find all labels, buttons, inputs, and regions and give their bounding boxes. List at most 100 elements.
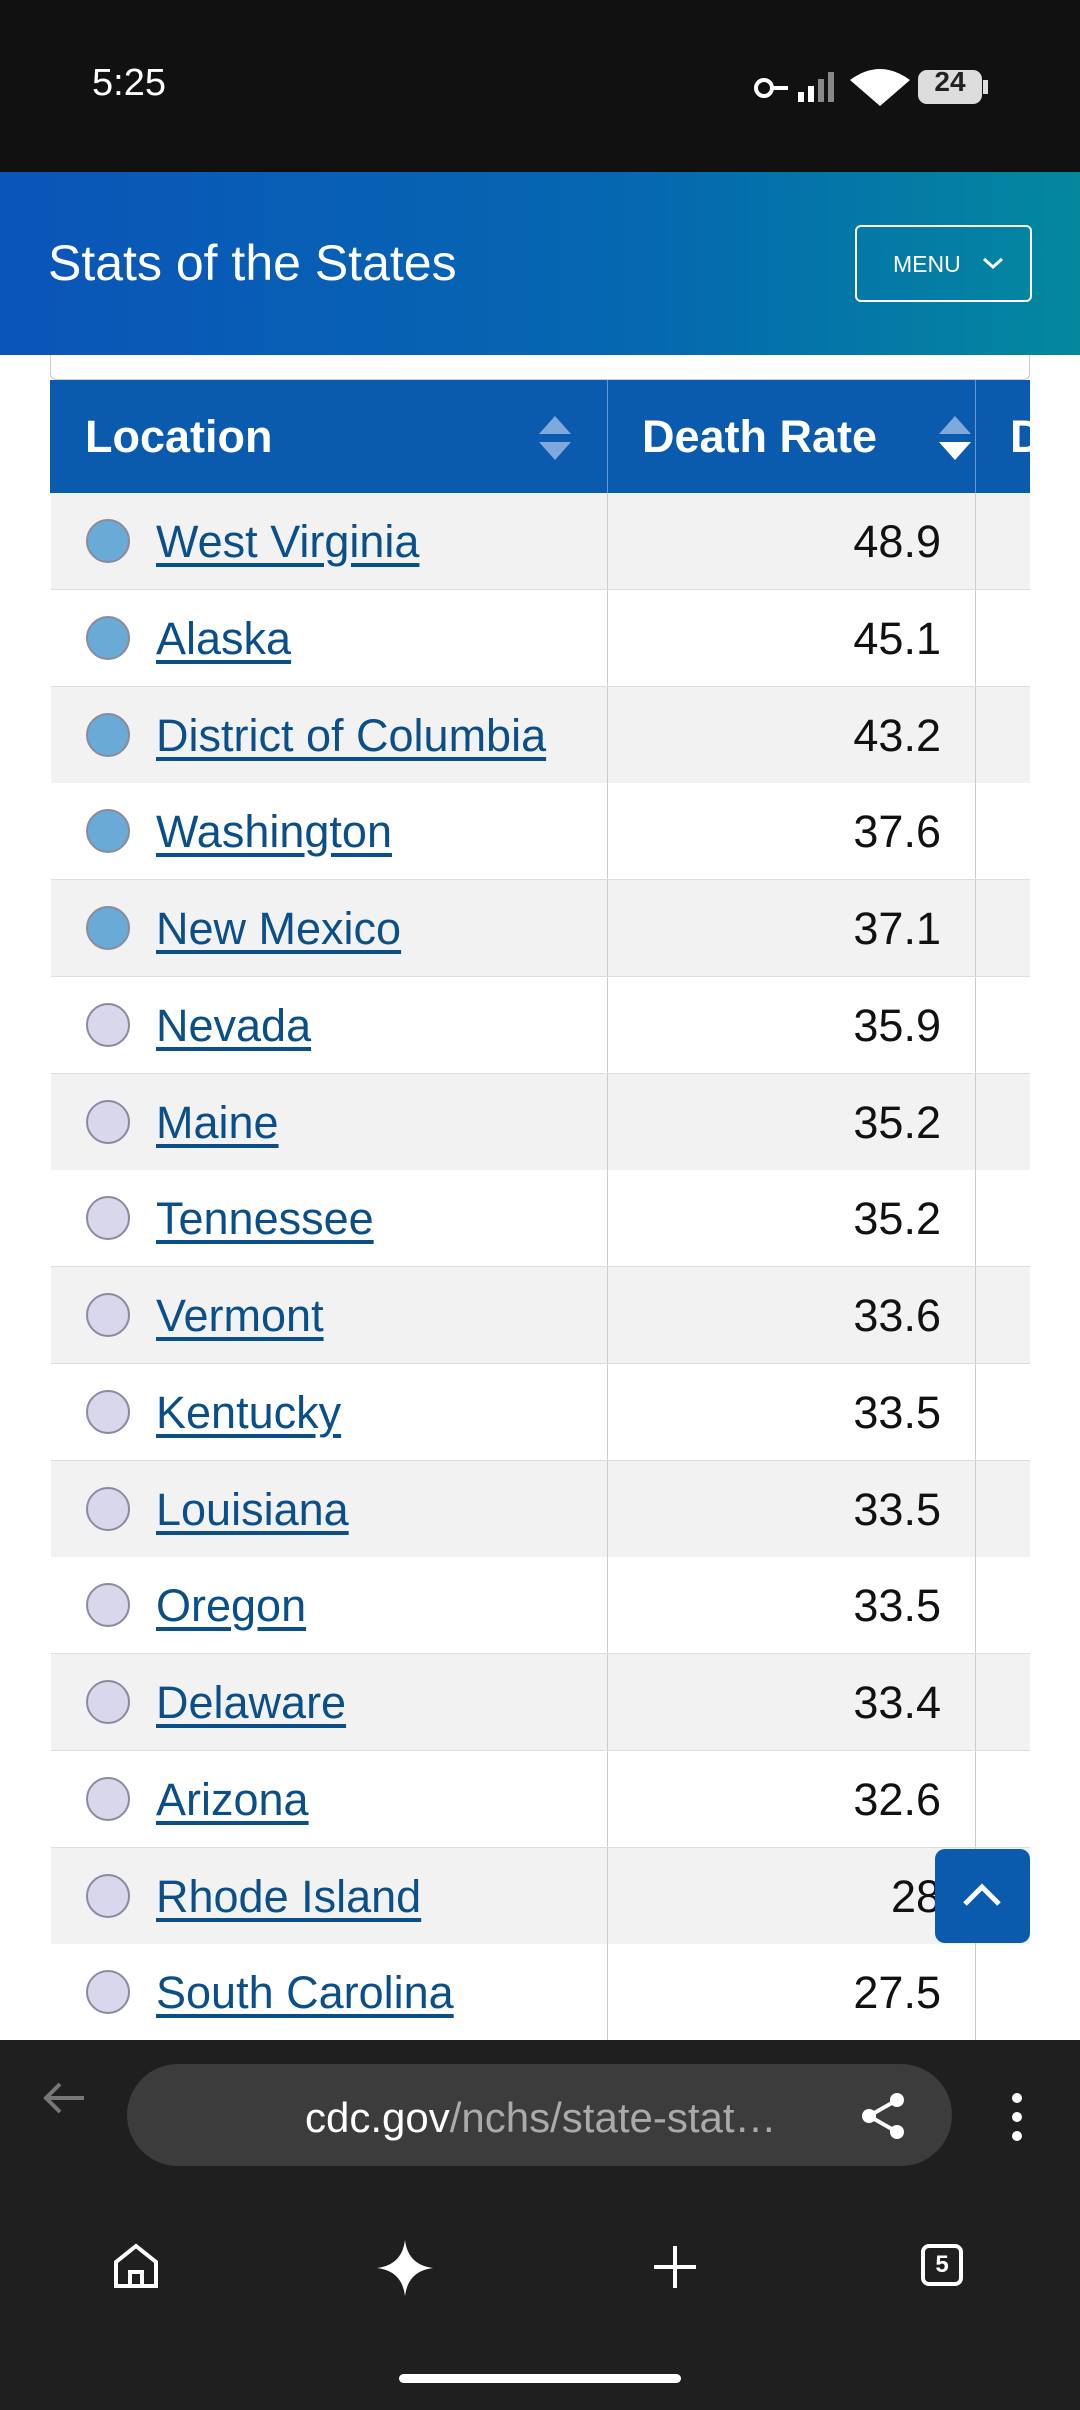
legend-dot (86, 1486, 130, 1531)
site-title[interactable]: Stats of the States (48, 235, 457, 291)
death-rate: 27.5 (853, 1967, 941, 2019)
table-row: Alaska 45.1 (51, 589, 1030, 687)
more-button[interactable] (1006, 2092, 1028, 2142)
legend-dot (86, 1776, 130, 1821)
state-link[interactable]: Washington (156, 806, 392, 858)
death-rate: 37.1 (853, 903, 941, 954)
cell-divider (607, 1460, 608, 1557)
cell-divider (607, 1750, 608, 1847)
state-link[interactable]: South Carolina (156, 1967, 454, 2019)
cell-divider (607, 1557, 608, 1654)
scroll-top-button[interactable] (935, 1849, 1030, 1943)
sort-icon[interactable] (535, 410, 575, 466)
status-icons (754, 69, 988, 106)
chevron (983, 257, 1003, 270)
table-header: Location Death Rate D (50, 380, 1030, 493)
battery-level: 24 (934, 66, 966, 97)
site-header: Stats of the States MENU (0, 172, 1080, 355)
state-link[interactable]: Kentucky (156, 1386, 342, 1438)
cell-divider (607, 1847, 608, 1944)
column-header[interactable]: Death Rate (642, 411, 878, 462)
death-rate: 43.2 (853, 709, 941, 761)
url-bar[interactable]: cdc.gov/nchs/state-stat… (127, 2064, 952, 2166)
state-link[interactable]: Arizona (156, 1773, 309, 1825)
legend-dot (86, 712, 130, 757)
cell-divider (975, 1654, 976, 1750)
cell-divider (607, 1363, 608, 1460)
home-button[interactable] (110, 2240, 162, 2292)
state-link[interactable]: Delaware (156, 1677, 347, 1728)
cell-divider (975, 976, 976, 1073)
time: 5:25 (92, 62, 166, 104)
legend-dot (86, 1002, 130, 1047)
table-row: District of Columbia 43.2 (51, 686, 1030, 784)
sort-icon[interactable] (935, 410, 975, 466)
url-path: /nchs/state-stat… (449, 2094, 777, 2141)
column-header[interactable]: D (1010, 411, 1030, 462)
menu-button[interactable]: MENU (855, 225, 1032, 302)
cell-divider (607, 976, 608, 1073)
state-link[interactable]: District of Columbia (156, 709, 547, 761)
legend-dot (86, 1099, 130, 1144)
state-link[interactable]: Louisiana (156, 1483, 349, 1535)
legend-dot (86, 519, 130, 563)
state-link[interactable]: West Virginia (156, 516, 420, 567)
state-link[interactable]: Vermont (156, 1290, 324, 1341)
cell-divider (607, 1944, 608, 2040)
table-row: Rhode Island 28 (51, 1847, 1030, 1945)
home-indicator (399, 2374, 681, 2383)
table: Location Death Rate D West Virginia 48.9 A… (50, 355, 1030, 2040)
back-button[interactable] (40, 2080, 90, 2116)
cell-divider (607, 1267, 608, 1363)
death-rate: 32.6 (853, 1773, 941, 1825)
state-link[interactable]: Alaska (156, 612, 292, 664)
table-row: Louisiana 33.5 (51, 1460, 1030, 1558)
column-header[interactable]: Location (85, 411, 273, 462)
legend-dot (86, 809, 130, 854)
legend-dot (86, 1389, 130, 1434)
table-row: New Mexico 37.1 (51, 880, 1030, 977)
state-link[interactable]: Oregon (156, 1580, 307, 1632)
tab-count[interactable]: 5 (921, 2244, 963, 2286)
table-row: Nevada 35.9 (51, 976, 1030, 1074)
table-row: Tennessee 35.2 (51, 1170, 1030, 1268)
death-rate: 33.5 (853, 1386, 941, 1438)
assistant-button[interactable] (375, 2238, 435, 2298)
cell-divider (975, 1460, 976, 1557)
legend-dot (86, 906, 130, 950)
cell-divider (975, 686, 976, 783)
legend-dot (86, 1970, 130, 2015)
cell-divider (975, 1944, 976, 2040)
table-row: Oregon 33.5 (51, 1557, 1030, 1655)
url: cdc.gov/nchs/state-stat… (305, 2094, 777, 2142)
state-link[interactable]: Rhode Island (156, 1870, 422, 1922)
up-arrow (963, 1883, 1001, 1906)
state-link[interactable]: Maine (156, 1096, 279, 1148)
death-rate: 33.5 (853, 1580, 941, 1632)
cell-divider (975, 1363, 976, 1460)
death-rate: 35.2 (853, 1193, 941, 1245)
table-row: Maine 35.2 (51, 1073, 1030, 1171)
cell-divider (607, 880, 608, 976)
death-rate: 33.5 (853, 1483, 941, 1535)
state-link[interactable]: Nevada (156, 999, 312, 1051)
browser-bar: cdc.gov/nchs/state-stat… 5 (0, 2040, 1080, 2410)
table-row: Vermont 33.6 (51, 1267, 1030, 1364)
cell-divider (975, 493, 976, 589)
table-row: Washington 37.6 (51, 783, 1030, 881)
table-row: Arizona 32.6 (51, 1750, 1030, 1848)
cell-divider (975, 1750, 976, 1847)
death-rate: 48.9 (853, 516, 941, 567)
legend-dot (86, 615, 130, 660)
legend-dot (86, 1293, 130, 1337)
death-rate: 28 (890, 1870, 941, 1922)
state-link[interactable]: New Mexico (156, 903, 402, 954)
share-button[interactable] (857, 2090, 909, 2142)
new-tab-button[interactable] (650, 2242, 700, 2292)
death-rate: 35.9 (853, 999, 941, 1051)
cell-divider (607, 1170, 608, 1267)
state-link[interactable]: Tennessee (156, 1193, 374, 1245)
table-row: West Virginia 48.9 (51, 493, 1030, 590)
cell-divider (607, 783, 608, 880)
